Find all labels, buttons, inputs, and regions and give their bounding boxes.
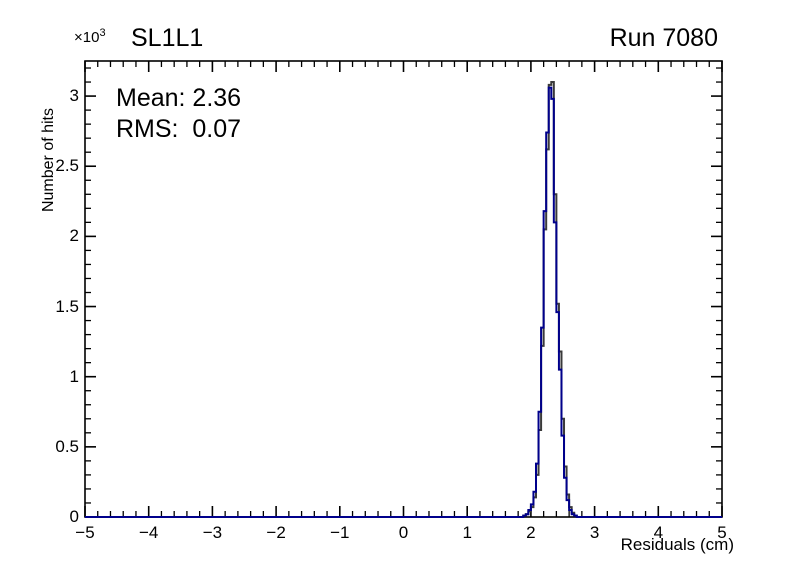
run-label: Run 7080 [609,24,718,52]
x-tick-label: −1 [330,523,350,542]
series-histogram-black [85,81,722,518]
stat-rms: RMS: 0.07 [116,115,242,143]
x-axis-tick-labels: −5 −4 −3 −2 −1 0 1 2 3 4 5 [0,523,796,553]
y-axis-exponent-label: ×103 [74,27,106,46]
x-tick-label: −2 [266,523,286,542]
exponent-prefix: ×10 [74,29,100,46]
y-tick-label: 2 [69,226,79,246]
x-tick-label: 2 [526,523,536,542]
x-tick-label: −5 [75,523,95,542]
y-axis-tick-labels: 0 0.5 1 1.5 2 2.5 3 [0,0,79,572]
x-tick-label: 4 [653,523,664,542]
x-tick-label: 5 [717,523,727,542]
exponent-power: 3 [99,27,106,39]
y-tick-label: 1.5 [55,296,79,316]
y-tick-label: 2.5 [55,156,79,176]
y-tick-label: 1 [69,366,79,386]
y-tick-label: 0 [69,507,79,526]
y-tick-label: 0.5 [55,436,79,456]
x-tick-label: −4 [138,523,159,542]
series-histogram-blue [85,86,722,518]
stat-mean: Mean: 2.36 [116,84,242,112]
x-axis-title: Residuals (cm) [620,535,734,554]
x-tick-label: 0 [398,523,409,542]
x-tick-label: 3 [589,523,600,542]
x-tick-label: −3 [202,523,223,542]
page-title: SL1L1 [131,24,204,52]
y-tick-label: 3 [69,86,79,106]
x-tick-label: 1 [462,523,472,542]
